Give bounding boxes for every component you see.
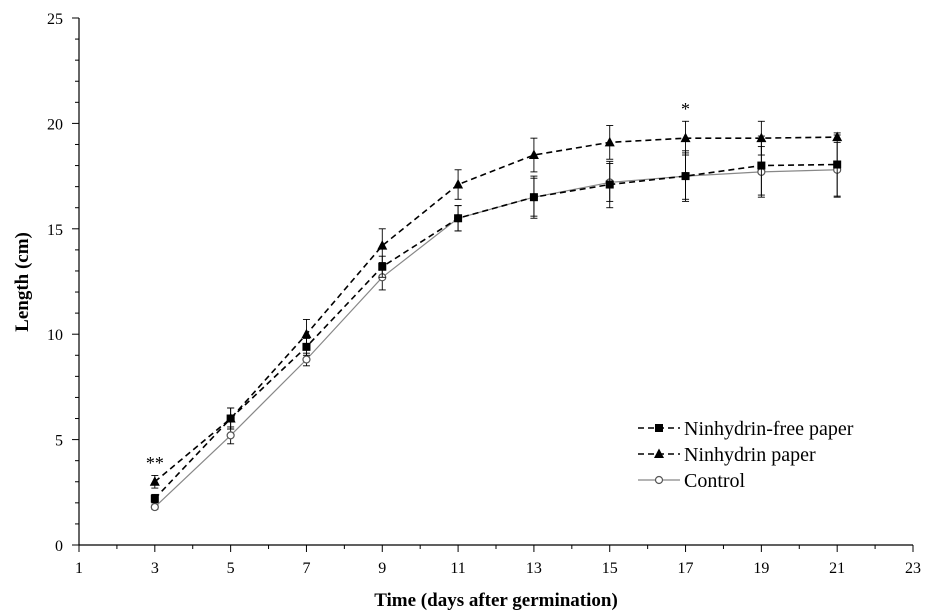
data-point-triangle	[301, 328, 312, 339]
significance-annotation: **	[146, 453, 164, 473]
y-tick-label: 15	[47, 222, 63, 239]
y-tick-label: 5	[55, 433, 63, 450]
x-tick-label: 13	[526, 560, 542, 577]
data-point-triangle	[149, 476, 160, 486]
y-tick-label: 25	[47, 11, 63, 28]
data-point-circle	[150, 502, 159, 512]
legend-item: Ninhydrin-free paper	[638, 418, 854, 440]
data-point-square	[605, 180, 614, 189]
legend-label: Ninhydrin-free paper	[684, 418, 854, 440]
legend-item: Ninhydrin paper	[638, 444, 816, 466]
y-axis-title: Length (cm)	[12, 232, 33, 332]
data-point-triangle	[604, 136, 615, 147]
x-tick-label: 3	[151, 560, 159, 577]
annotations: ***	[146, 99, 690, 473]
data-point-circle	[654, 475, 664, 485]
series-layer	[149, 120, 843, 512]
data-point-square	[681, 172, 690, 181]
x-tick-label: 15	[602, 560, 618, 577]
y-tick-label: 20	[47, 116, 63, 133]
x-axis-title: Time (days after germination)	[374, 590, 618, 611]
x-tick-label: 9	[378, 560, 386, 577]
data-point-square	[378, 262, 387, 271]
series-ninhydrin-paper	[149, 120, 843, 489]
data-point-square	[655, 424, 663, 432]
x-tick-label: 5	[227, 560, 235, 577]
data-point-square	[454, 214, 463, 223]
data-point-circle	[226, 431, 235, 440]
legend-item: Control	[638, 470, 746, 492]
legend-label: Control	[684, 470, 746, 492]
y-axis-ticks: 0 5 10 15 20 25	[47, 11, 79, 555]
data-point-triangle	[453, 179, 464, 189]
x-tick-label: 11	[450, 560, 465, 577]
data-point-square	[529, 193, 538, 202]
significance-annotation: *	[681, 99, 690, 119]
x-axis-ticks: 1 3 5 7 9 11 13 15 17 19 21 23	[75, 545, 921, 577]
x-tick-label: 19	[753, 560, 769, 577]
data-point-circle	[302, 355, 311, 364]
data-point-triangle	[225, 413, 236, 423]
x-tick-label: 17	[678, 560, 694, 577]
data-point-triangle	[377, 240, 388, 250]
data-point-triangle	[680, 132, 691, 143]
data-point-triangle	[528, 149, 539, 160]
y-tick-label: 10	[47, 327, 63, 344]
x-tick-label: 23	[905, 560, 921, 577]
x-tick-label: 21	[829, 560, 845, 577]
series-line	[154, 136, 838, 483]
data-point-triangle	[756, 132, 767, 143]
x-tick-label: 1	[75, 560, 83, 577]
y-tick-label: 0	[55, 538, 63, 555]
data-point-square	[150, 494, 159, 503]
series-line	[154, 163, 838, 500]
data-point-triangle	[654, 448, 664, 458]
legend-label: Ninhydrin paper	[684, 444, 816, 466]
x-tick-label: 7	[302, 560, 310, 577]
data-point-square	[833, 160, 842, 169]
data-point-square	[757, 161, 766, 170]
legend: Ninhydrin-free paper Ninhydrin paper Contr…	[638, 418, 854, 492]
data-point-triangle	[832, 131, 843, 142]
